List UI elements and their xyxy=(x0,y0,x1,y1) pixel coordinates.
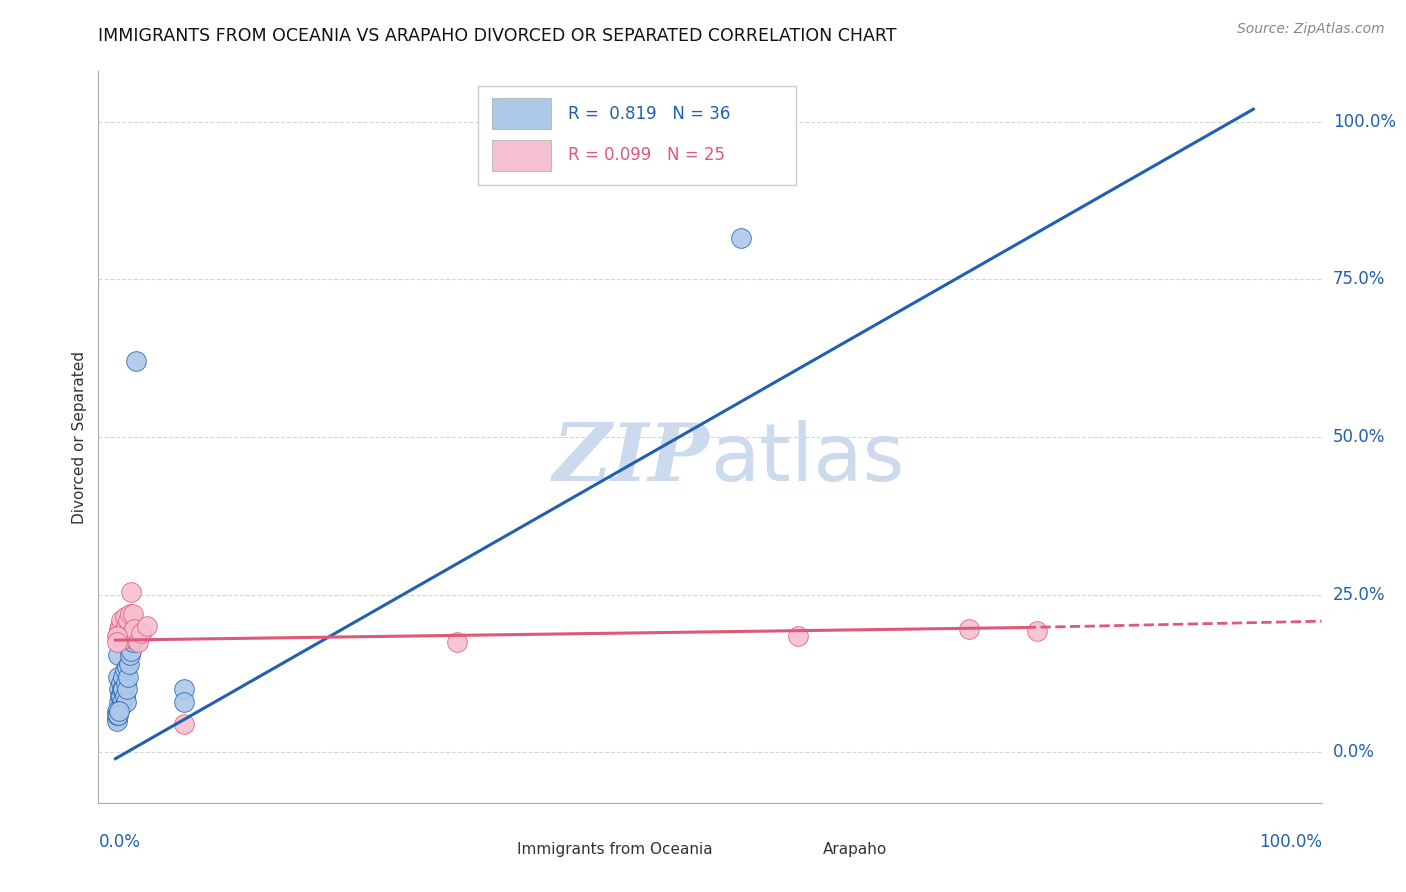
Point xyxy=(115,625,138,640)
Point xyxy=(118,657,141,671)
Text: 50.0%: 50.0% xyxy=(1333,428,1385,446)
Text: 0.0%: 0.0% xyxy=(98,833,141,851)
Point xyxy=(730,231,752,245)
Point xyxy=(114,609,136,624)
Text: Arapaho: Arapaho xyxy=(823,842,887,857)
Point xyxy=(114,689,136,703)
Point xyxy=(120,607,142,621)
Point xyxy=(105,705,128,719)
Point xyxy=(118,629,141,643)
Point xyxy=(108,695,131,709)
Text: atlas: atlas xyxy=(710,420,904,498)
Point xyxy=(111,625,134,640)
Point xyxy=(107,648,129,662)
Point xyxy=(122,632,145,646)
Point xyxy=(105,707,128,722)
Text: Source: ZipAtlas.com: Source: ZipAtlas.com xyxy=(1237,22,1385,37)
Point xyxy=(173,695,195,709)
Point xyxy=(129,625,152,640)
Point xyxy=(108,619,131,633)
Text: 0.0%: 0.0% xyxy=(1333,743,1375,762)
Point xyxy=(957,623,980,637)
Point xyxy=(112,682,135,697)
Point xyxy=(105,714,128,728)
Point xyxy=(110,689,132,703)
Point xyxy=(787,629,810,643)
Point xyxy=(121,607,143,621)
Point xyxy=(114,619,136,633)
Point xyxy=(108,705,131,719)
Point xyxy=(112,670,135,684)
Point xyxy=(173,682,195,697)
Text: IMMIGRANTS FROM OCEANIA VS ARAPAHO DIVORCED OR SEPARATED CORRELATION CHART: IMMIGRANTS FROM OCEANIA VS ARAPAHO DIVOR… xyxy=(98,27,897,45)
FancyBboxPatch shape xyxy=(492,98,551,129)
Point xyxy=(105,635,128,649)
Point xyxy=(105,629,128,643)
Text: 100.0%: 100.0% xyxy=(1333,112,1396,131)
Text: R = 0.099   N = 25: R = 0.099 N = 25 xyxy=(568,146,725,164)
Point xyxy=(1026,624,1049,639)
Point xyxy=(121,635,143,649)
Point xyxy=(120,644,142,658)
Text: Immigrants from Oceania: Immigrants from Oceania xyxy=(517,842,713,857)
Point xyxy=(117,613,139,627)
FancyBboxPatch shape xyxy=(778,838,814,862)
Text: R =  0.819   N = 36: R = 0.819 N = 36 xyxy=(568,104,731,123)
Point xyxy=(111,695,134,709)
Point xyxy=(115,682,138,697)
Point xyxy=(108,689,131,703)
Point xyxy=(105,711,128,725)
Text: 75.0%: 75.0% xyxy=(1333,270,1385,288)
FancyBboxPatch shape xyxy=(478,86,796,185)
FancyBboxPatch shape xyxy=(492,140,551,171)
Text: 25.0%: 25.0% xyxy=(1333,586,1385,604)
Point xyxy=(107,707,129,722)
Point xyxy=(125,354,148,368)
Point xyxy=(446,635,468,649)
Point xyxy=(108,682,131,697)
Point xyxy=(114,676,136,690)
Point xyxy=(127,635,149,649)
Point xyxy=(110,613,132,627)
Point xyxy=(115,660,138,674)
Point xyxy=(136,619,159,633)
Point xyxy=(127,629,149,643)
Point xyxy=(108,701,131,715)
Point xyxy=(117,670,139,684)
FancyBboxPatch shape xyxy=(460,838,508,862)
Point xyxy=(122,623,145,637)
Point xyxy=(110,676,132,690)
Point xyxy=(129,625,152,640)
Point xyxy=(114,695,136,709)
Point xyxy=(112,632,135,646)
Point xyxy=(120,648,142,662)
Point xyxy=(111,682,134,697)
Text: 100.0%: 100.0% xyxy=(1258,833,1322,851)
Point xyxy=(120,584,142,599)
Point xyxy=(107,629,129,643)
Y-axis label: Divorced or Separated: Divorced or Separated xyxy=(72,351,87,524)
Text: ZIP: ZIP xyxy=(553,420,710,498)
Point xyxy=(108,623,131,637)
Point xyxy=(173,717,195,731)
Point xyxy=(107,670,129,684)
Point xyxy=(114,664,136,678)
